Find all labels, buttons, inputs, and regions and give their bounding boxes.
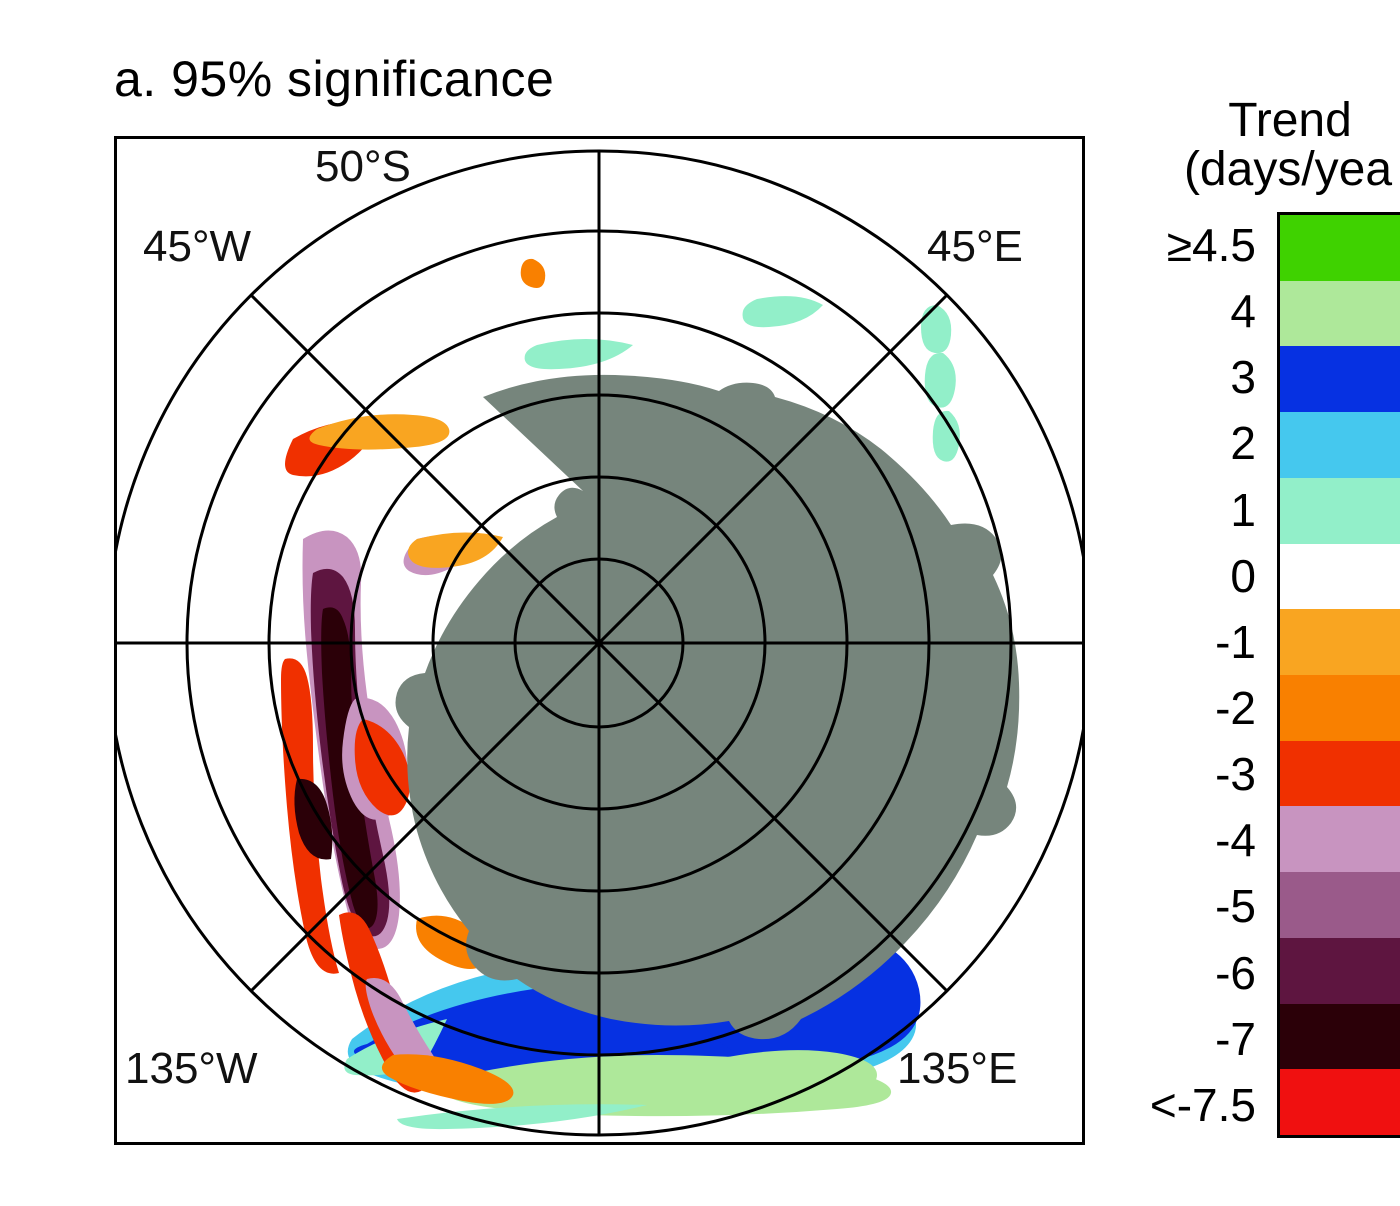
colorbar-title-line1: Trend	[1228, 94, 1352, 147]
lon-label-45e: 45°E	[927, 222, 1023, 271]
colorbar-band-13	[1280, 1069, 1400, 1136]
colorbar-band-10	[1280, 872, 1400, 938]
colorbar-band-12	[1280, 1003, 1400, 1070]
map-plot-area: 50°S 45°W 45°E 135°W 135°E	[114, 136, 1085, 1145]
antarctic-map	[117, 139, 1082, 1142]
lon-label-135w: 135°W	[125, 1044, 258, 1093]
colorbar-tick-7: -2	[1215, 682, 1256, 735]
colorbar-band-0	[1280, 215, 1400, 281]
colorbar-tick-13: <-7.5	[1149, 1078, 1256, 1131]
colorbar-tick-12: -7	[1215, 1012, 1256, 1065]
antarctic-landmass	[395, 374, 1020, 1040]
colorbar-band-6	[1280, 609, 1400, 676]
colorbar-tick-11: -6	[1215, 946, 1256, 999]
colorbar-tick-2: 3	[1230, 351, 1256, 404]
colorbar-tick-10: -5	[1215, 880, 1256, 933]
lat-label-50s: 50°S	[315, 142, 411, 191]
colorbar-tick-1: 4	[1230, 285, 1256, 338]
colorbar-tick-labels: ≥4.5 4 3 2 1 0 -1 -2 -3 -4 -5 -6 -7 <-7.5	[1108, 212, 1270, 1138]
colorbar-band-2	[1280, 346, 1400, 413]
colorbar-tick-3: 2	[1230, 417, 1256, 470]
colorbar-tick-5: 0	[1230, 549, 1256, 602]
colorbar-title-line2: (days/yea	[1183, 143, 1393, 197]
colorbar-bands	[1277, 212, 1400, 1138]
colorbar-title: Trend (days/yea	[1140, 96, 1400, 195]
colorbar-band-9	[1280, 806, 1400, 873]
colorbar-tick-8: -3	[1215, 748, 1256, 801]
page-title: a. 95% significance	[114, 51, 555, 107]
colorbar-tick-9: -4	[1215, 814, 1256, 867]
lon-label-135e: 135°E	[897, 1044, 1018, 1093]
lon-label-45w: 45°W	[143, 222, 252, 271]
map-graticule	[117, 149, 1082, 1137]
colorbar	[1277, 212, 1400, 1138]
colorbar-band-1	[1280, 280, 1400, 347]
colorbar-tick-4: 1	[1230, 483, 1256, 536]
colorbar-band-3	[1280, 412, 1400, 478]
colorbar-band-7	[1280, 675, 1400, 741]
colorbar-band-5	[1280, 543, 1400, 610]
colorbar-tick-6: -1	[1215, 615, 1256, 668]
colorbar-band-4	[1280, 477, 1400, 544]
colorbar-band-8	[1280, 740, 1400, 807]
colorbar-band-11	[1280, 937, 1400, 1004]
colorbar-tick-0: ≥4.5	[1166, 219, 1256, 272]
